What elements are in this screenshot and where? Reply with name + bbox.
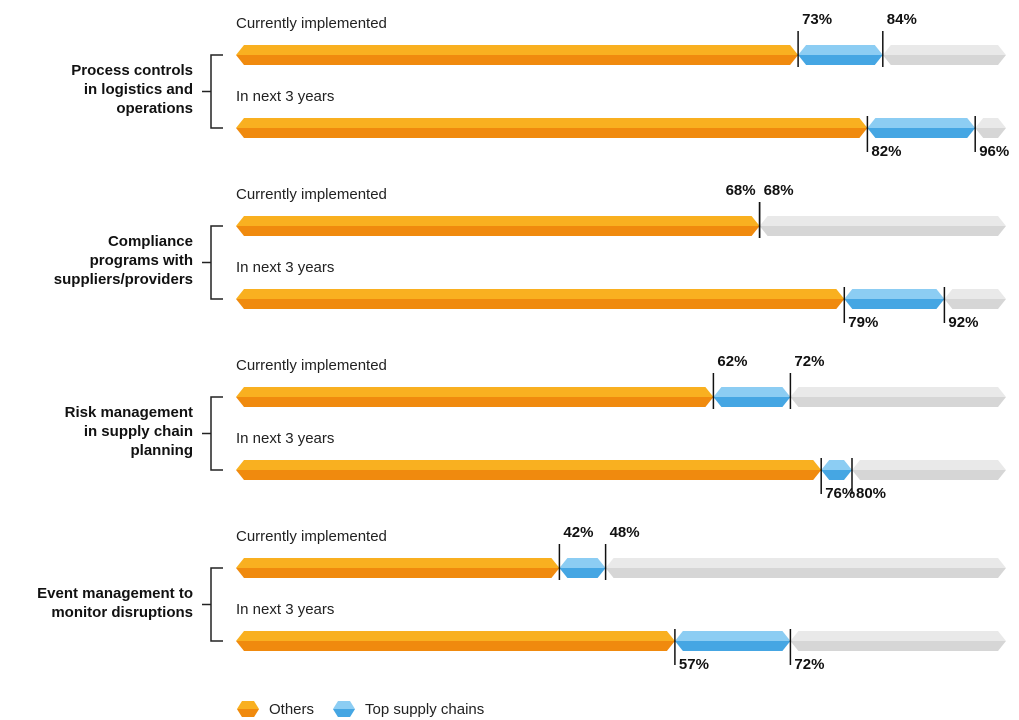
group-label-line: operations bbox=[116, 100, 193, 117]
value-label-others: 68% bbox=[725, 182, 756, 199]
bar-others bbox=[236, 118, 868, 138]
legend-swatch-top bbox=[333, 701, 356, 717]
value-label-top: 92% bbox=[948, 314, 979, 331]
group-label-line: planning bbox=[130, 442, 194, 459]
row-label: In next 3 years bbox=[236, 430, 335, 447]
group-label-line: suppliers/providers bbox=[53, 271, 193, 288]
group-label: Risk management in supply chain planning bbox=[8, 403, 193, 460]
bar-top-supply-chains bbox=[821, 460, 852, 480]
row-label: Currently implemented bbox=[236, 186, 387, 203]
group-label-line: Process controls bbox=[71, 62, 193, 79]
row-label: Currently implemented bbox=[236, 528, 387, 545]
bar-top-supply-chains bbox=[713, 387, 791, 407]
legend-item-top: Top supply chains bbox=[332, 700, 484, 718]
group-label-line: Compliance bbox=[107, 233, 193, 250]
value-label-top: 68% bbox=[763, 182, 794, 199]
value-label-others: 62% bbox=[717, 353, 748, 370]
bar-top-supply-chains bbox=[798, 45, 883, 65]
bar-top-supply-chains bbox=[867, 118, 976, 138]
bar-others bbox=[236, 289, 845, 309]
value-label-others: 57% bbox=[678, 656, 709, 673]
bar-remainder bbox=[852, 460, 1006, 480]
row-label: In next 3 years bbox=[236, 88, 335, 105]
row-label: In next 3 years bbox=[236, 601, 335, 618]
value-label-top: 72% bbox=[794, 656, 825, 673]
bar-others bbox=[236, 387, 714, 407]
legend-label-others: Others bbox=[269, 700, 315, 718]
group-label-line: in logistics and bbox=[83, 81, 193, 98]
value-label-others: 82% bbox=[871, 143, 902, 160]
row-label: Currently implemented bbox=[236, 357, 387, 374]
bar-others bbox=[236, 460, 822, 480]
group-label-line: Risk management bbox=[64, 404, 193, 421]
value-label-others: 79% bbox=[848, 314, 879, 331]
group-label-line: in supply chain bbox=[83, 423, 193, 440]
bar-remainder bbox=[882, 45, 1006, 65]
group-label: Event management to monitor disruptions bbox=[8, 584, 193, 622]
value-label-top: 48% bbox=[609, 524, 640, 541]
bar-top-supply-chains bbox=[674, 631, 791, 651]
bar-remainder bbox=[759, 216, 1006, 236]
group-label-line: monitor disruptions bbox=[51, 603, 193, 621]
row-label: In next 3 years bbox=[236, 259, 335, 276]
value-label-top: 72% bbox=[794, 353, 825, 370]
bar-remainder bbox=[944, 289, 1006, 309]
group-label: Compliance programs with suppliers/provide… bbox=[8, 232, 193, 289]
bar-remainder bbox=[790, 631, 1006, 651]
bar-top-supply-chains bbox=[559, 558, 606, 578]
value-label-others: 76% bbox=[825, 485, 856, 502]
bar-remainder bbox=[975, 118, 1006, 138]
bar-others bbox=[236, 631, 675, 651]
group-bracket bbox=[210, 567, 223, 642]
bar-remainder bbox=[605, 558, 1006, 578]
legend-item-others: Others bbox=[236, 700, 314, 718]
value-label-others: 73% bbox=[802, 11, 833, 28]
group-label-line: Event management to bbox=[37, 584, 193, 602]
bar-others bbox=[236, 558, 560, 578]
value-label-top: 80% bbox=[856, 485, 887, 502]
group-bracket bbox=[210, 396, 223, 471]
value-label-top: 96% bbox=[979, 143, 1010, 160]
bar-others bbox=[236, 216, 760, 236]
row-label: Currently implemented bbox=[236, 15, 387, 32]
group-label-line: programs with bbox=[89, 252, 193, 269]
value-label-top: 84% bbox=[886, 11, 917, 28]
group-label: Process controls in logistics and operatio… bbox=[8, 61, 193, 118]
bar-top-supply-chains bbox=[844, 289, 945, 309]
legend-swatch-others bbox=[237, 701, 259, 717]
bar-others bbox=[236, 45, 799, 65]
legend: Others Top supply chains bbox=[236, 699, 502, 719]
group-bracket bbox=[210, 225, 223, 300]
group-bracket bbox=[210, 54, 223, 129]
value-label-others: 42% bbox=[563, 524, 594, 541]
legend-label-top: Top supply chains bbox=[365, 700, 485, 718]
bar-remainder bbox=[790, 387, 1006, 407]
